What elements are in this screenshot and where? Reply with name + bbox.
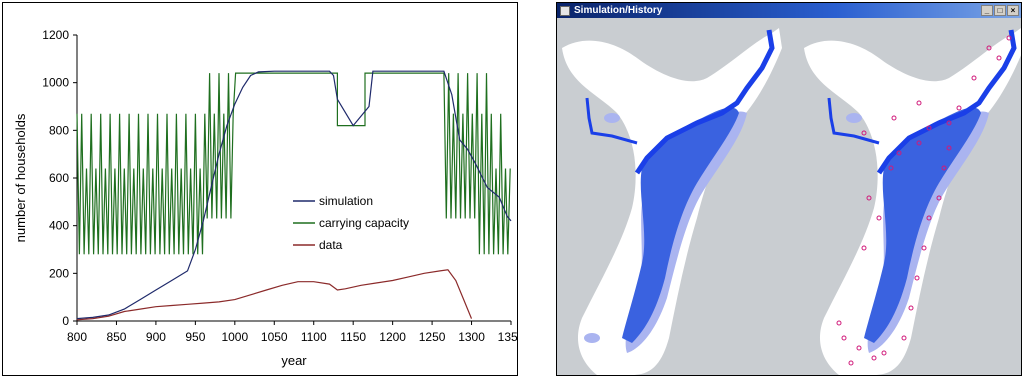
field-patch	[604, 113, 620, 123]
household-marker	[891, 115, 897, 121]
households-chart: 0 200 400 600 800 1000 1200 800 850 900 950 1000 105…	[13, 28, 517, 368]
household-marker	[888, 165, 894, 171]
river-tributary	[585, 97, 638, 145]
y-tick-label: 400	[49, 219, 69, 233]
x-tick-label: 1150	[340, 330, 366, 344]
river	[634, 29, 775, 175]
household-marker	[946, 145, 952, 151]
river	[876, 29, 1017, 175]
y-tick-label: 1200	[42, 28, 69, 42]
app-icon	[560, 5, 570, 16]
household-marker	[921, 245, 927, 251]
y-tick-label: 1000	[42, 76, 69, 90]
x-tick-label: 1200	[379, 330, 406, 344]
household-marker	[926, 125, 932, 131]
households-chart-panel: 0 200 400 600 800 1000 1200 800 850 900 950 1000 105…	[2, 2, 518, 376]
household-marker	[841, 335, 847, 341]
household-marker	[996, 55, 1002, 61]
household-marker	[901, 335, 907, 341]
close-button[interactable]: ×	[1007, 5, 1019, 16]
y-axis-label: number of households	[13, 113, 28, 242]
chart-series-layer	[76, 70, 512, 321]
x-tick-label: 1300	[458, 330, 485, 344]
simulation-history-window: Simulation/History _ □ ×	[556, 2, 1022, 376]
household-marker	[1006, 35, 1012, 41]
minimize-button[interactable]: _	[981, 5, 993, 16]
y-tick-label: 800	[49, 123, 69, 137]
valley-map-left	[562, 28, 782, 375]
window-controls: _ □ ×	[981, 5, 1021, 16]
household-marker	[876, 215, 882, 221]
household-marker	[861, 130, 867, 136]
household-marker	[908, 305, 914, 311]
legend-label: simulation	[319, 194, 373, 208]
household-markers	[836, 35, 1012, 366]
chart-legend: simulation carrying capacity data	[293, 194, 409, 252]
household-marker	[881, 350, 887, 356]
household-marker	[866, 195, 872, 201]
household-marker	[896, 150, 902, 156]
x-tick-label: 850	[106, 330, 126, 344]
valley-map-view	[562, 28, 1021, 375]
valley-map-right	[804, 28, 1021, 375]
x-axis-label: year	[281, 353, 307, 368]
field-patch	[584, 333, 600, 343]
household-marker	[971, 75, 977, 81]
river-tributary	[827, 97, 880, 145]
household-marker	[926, 215, 932, 221]
chart-axes: 0 200 400 600 800 1000 1200 800 850 900 950 1000 105…	[42, 28, 517, 344]
x-tick-label: 900	[146, 330, 166, 344]
household-marker	[848, 360, 854, 366]
window-title: Simulation/History	[574, 5, 663, 16]
field-patch	[846, 113, 862, 123]
window-titlebar[interactable]: Simulation/History _ □ ×	[557, 3, 1021, 18]
x-tick-label: 1100	[301, 330, 327, 344]
household-marker	[914, 275, 920, 281]
household-marker	[946, 120, 952, 126]
household-marker	[936, 195, 942, 201]
x-tick-label: 1250	[419, 330, 446, 344]
floodplain-dark	[622, 107, 739, 343]
series-line-simulation	[76, 70, 512, 320]
household-marker	[956, 105, 962, 111]
household-marker	[916, 140, 922, 146]
household-marker	[836, 320, 842, 326]
y-tick-label: 600	[49, 171, 69, 185]
x-tick-label: 1000	[221, 330, 248, 344]
household-marker	[861, 245, 867, 251]
maximize-button[interactable]: □	[994, 5, 1006, 16]
household-marker	[856, 345, 862, 351]
x-tick-label: 1350	[498, 330, 517, 344]
household-marker	[871, 355, 877, 361]
legend-label: data	[319, 238, 343, 252]
series-line-data	[76, 269, 473, 321]
household-marker	[941, 165, 947, 171]
floodplain-dark	[864, 107, 981, 343]
x-tick-label: 800	[67, 330, 87, 344]
y-tick-label: 200	[49, 266, 69, 280]
x-tick-label: 950	[185, 330, 205, 344]
y-tick-label: 0	[62, 314, 69, 328]
household-marker	[986, 45, 992, 51]
legend-label: carrying capacity	[319, 216, 409, 230]
household-marker	[916, 100, 922, 106]
x-tick-label: 1050	[261, 330, 288, 344]
series-line-carrying-capacity	[76, 72, 511, 255]
